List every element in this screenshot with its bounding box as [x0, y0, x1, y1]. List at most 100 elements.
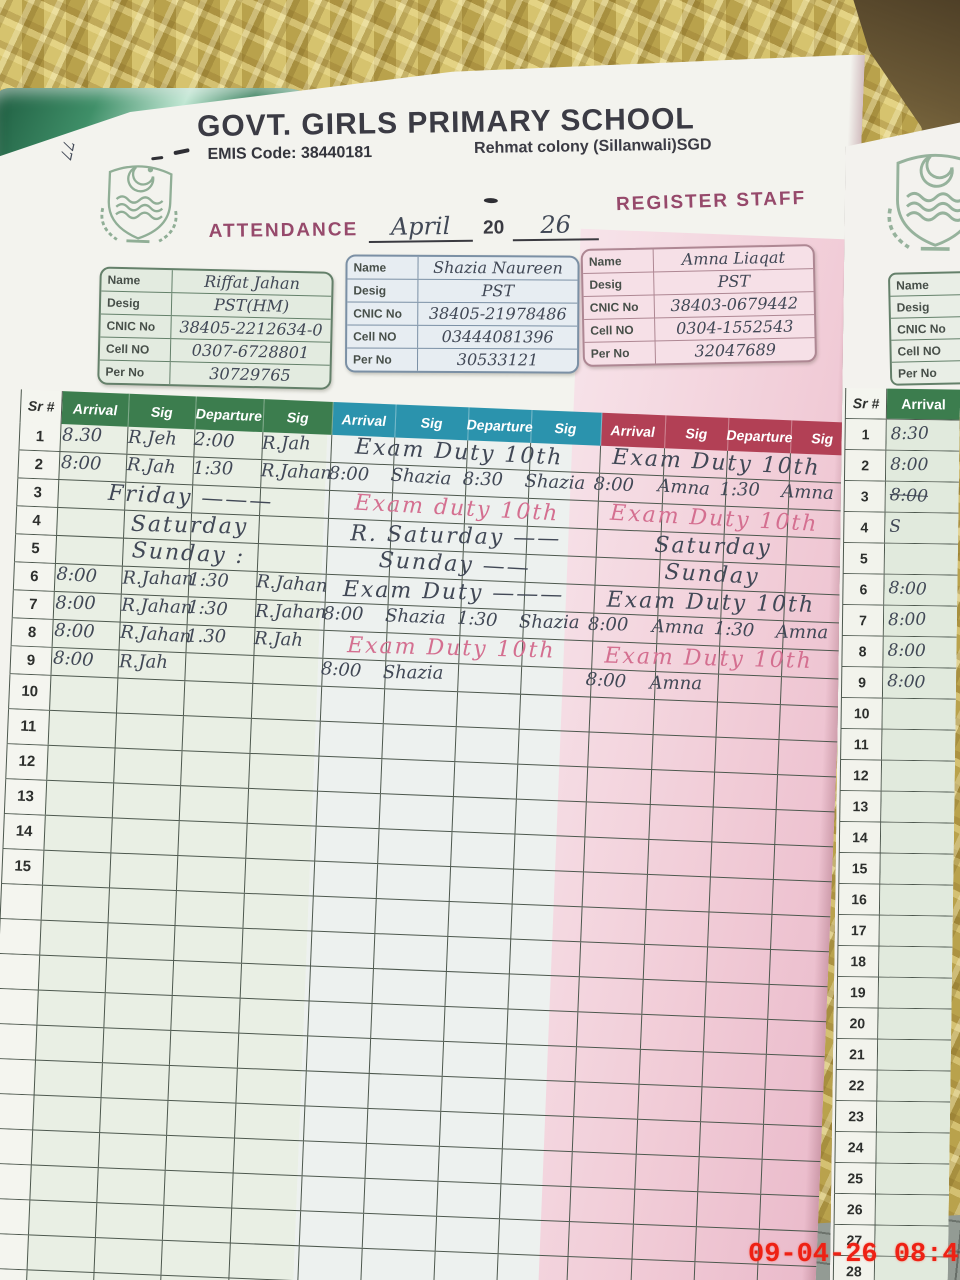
name-value: Shazia Naureen	[433, 257, 563, 278]
attendance-row: 22	[835, 1070, 950, 1103]
sig-cell	[231, 1209, 301, 1246]
departure-cell	[436, 1217, 500, 1253]
arrival-cell	[37, 991, 105, 1028]
school-address: Rehmat colony (Sillanwali)SGD	[473, 136, 712, 158]
sr-number: 3	[844, 481, 886, 512]
arrival-cell	[30, 1165, 98, 1202]
sig-cell	[101, 1063, 169, 1100]
punjab-government-logo-partial	[870, 136, 960, 258]
handwritten-entry: R.Jah	[118, 651, 168, 673]
departure-cell	[440, 1112, 504, 1148]
attendance-row: 1 8:30	[844, 419, 959, 452]
per-label: Per No	[585, 341, 656, 364]
attendance-row: 16	[838, 884, 953, 917]
departure-cell	[167, 1101, 237, 1138]
column-header-departure: Departure	[468, 407, 532, 443]
sig-cell	[235, 1104, 305, 1141]
departure-cell	[171, 996, 241, 1033]
departure-cell	[437, 1182, 501, 1218]
sr-number: 14	[839, 822, 881, 853]
sig-cell	[238, 1034, 308, 1071]
departure-cell	[177, 856, 247, 893]
attendance-row: 13	[839, 791, 954, 824]
sig-cell	[778, 740, 842, 776]
sr-number: 8	[841, 636, 883, 667]
departure-cell	[457, 692, 521, 728]
name-label: Name	[347, 256, 418, 278]
staff-card-partial: Name Desig CNIC No Cell NO Per No	[888, 270, 960, 386]
arrival-cell	[29, 1200, 97, 1237]
handwritten-entry: R.Jahan	[255, 600, 327, 623]
sig-cell	[514, 835, 585, 872]
departure-cell	[713, 808, 777, 844]
sr-header: Sr #	[845, 388, 887, 419]
sr-number: 5	[843, 543, 885, 574]
departure-cell	[179, 786, 249, 823]
sr-number	[0, 1094, 34, 1130]
cnic-label: CNIC No	[100, 315, 171, 339]
attendance-row: 5	[843, 543, 958, 576]
sr-number	[0, 954, 40, 990]
attendance-row: 19	[837, 977, 952, 1010]
attendance-row: 24	[834, 1132, 949, 1165]
handwritten-entry: 8.30	[61, 424, 103, 447]
arrival-cell	[879, 947, 952, 978]
sig-cell	[497, 1254, 568, 1280]
handwritten-entry: 8:00	[886, 670, 926, 693]
sig-cell	[114, 748, 182, 785]
arrival-cell	[586, 767, 652, 804]
sig-cell	[503, 1114, 574, 1151]
handwritten-entry: 8:00	[323, 603, 364, 625]
register-left-page: 77 GOVT. GIRLS PRIMARY SCHOOL EMIS Code:…	[0, 18, 865, 1280]
departure-cell	[708, 912, 772, 948]
sig-cell	[364, 1179, 438, 1216]
arrival-cell	[314, 862, 378, 898]
departure-cell	[438, 1147, 502, 1183]
sr-number	[0, 1024, 37, 1060]
sig-cell	[777, 775, 841, 811]
arrival-cell: 8:00	[883, 668, 956, 699]
sr-number: 15	[838, 853, 880, 884]
departure-cell	[697, 1192, 761, 1228]
sig-cell	[637, 1120, 701, 1156]
handwritten-year: 26	[512, 210, 598, 241]
per-label: Per No	[347, 348, 418, 370]
arrival-cell	[300, 1211, 364, 1247]
per-value: 30533121	[456, 350, 539, 370]
sr-header: Sr #	[20, 389, 63, 424]
attendance-row: 20	[836, 1008, 951, 1041]
sr-number	[0, 989, 39, 1025]
handwritten-entry: R.Jah	[261, 432, 311, 455]
sig-cell	[367, 1109, 441, 1146]
handwritten-month: April	[368, 212, 472, 243]
cell-label: Cell NO	[897, 343, 942, 359]
arrival-cell	[582, 872, 648, 909]
attendance-row: 11	[840, 729, 955, 762]
sig-cell	[760, 1195, 824, 1231]
arrival-cell	[878, 1009, 951, 1040]
handwritten-entry: S	[889, 516, 902, 537]
handwritten-entry: Amna	[651, 615, 705, 640]
emis-code: EMIS Code: 38440181	[207, 143, 373, 164]
handwritten-entry: 8:00	[593, 473, 635, 497]
sig-cell	[651, 770, 715, 806]
handwritten-entry: Shazia	[382, 661, 444, 684]
sig-cell	[254, 656, 324, 686]
handwritten-entry: 1:30	[187, 569, 230, 592]
arrival-cell	[46, 781, 114, 818]
sig-cell	[500, 1184, 571, 1221]
arrival-cell	[47, 746, 115, 783]
sr-number: 24	[834, 1132, 876, 1163]
sig-cell	[371, 1004, 445, 1041]
attendance-row: 7 8:00	[842, 605, 957, 638]
sig-cell	[363, 1214, 437, 1251]
cnic-value: 38405-2212634-0	[179, 317, 323, 340]
departure-cell	[718, 675, 782, 705]
sig-cell	[646, 910, 710, 946]
sig-cell	[780, 705, 844, 741]
cnic-label: CNIC No	[347, 302, 418, 324]
arrival-cell	[301, 1176, 365, 1212]
sig-cell	[639, 1085, 703, 1121]
attendance-row: 9 8:00	[841, 667, 956, 700]
arrival-cell	[42, 886, 110, 923]
